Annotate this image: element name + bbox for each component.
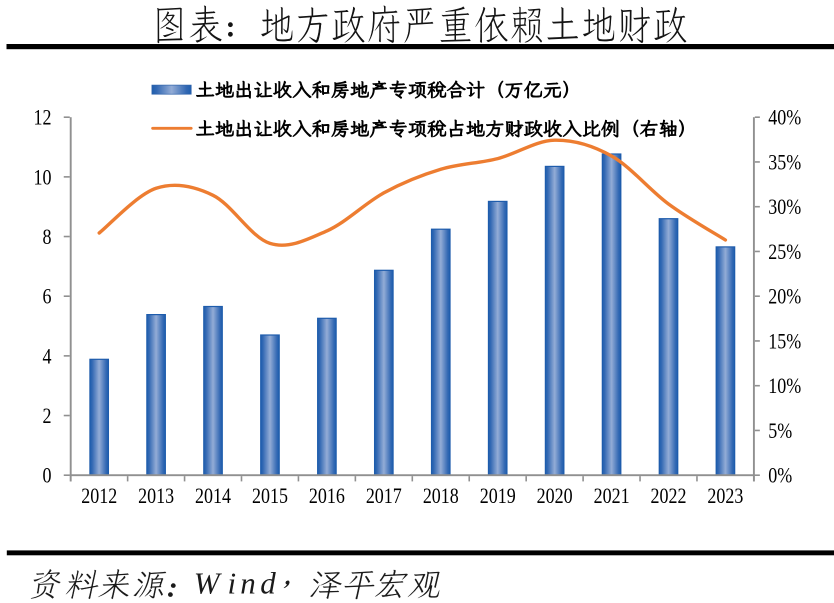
svg-text:n: n	[240, 565, 256, 600]
svg-text:10%: 10%	[768, 374, 801, 398]
svg-text:2014: 2014	[195, 484, 231, 508]
svg-text:2012: 2012	[81, 484, 117, 508]
svg-text:25%: 25%	[768, 240, 801, 264]
svg-text:30%: 30%	[768, 195, 801, 219]
svg-text:2016: 2016	[309, 484, 345, 508]
svg-text:2013: 2013	[138, 484, 174, 508]
svg-text:15%: 15%	[768, 330, 801, 354]
svg-text:4: 4	[42, 345, 51, 369]
svg-text:2020: 2020	[537, 484, 573, 508]
svg-text:6: 6	[42, 285, 51, 309]
svg-text:2015: 2015	[252, 484, 288, 508]
svg-text:i: i	[228, 565, 237, 600]
svg-text:20%: 20%	[768, 285, 801, 309]
svg-text:12: 12	[34, 106, 52, 130]
svg-text:2019: 2019	[480, 484, 516, 508]
svg-text:d: d	[260, 565, 276, 600]
svg-text:0%: 0%	[768, 464, 792, 488]
svg-text:W: W	[194, 565, 223, 600]
svg-text:0: 0	[42, 464, 51, 488]
svg-text:8: 8	[42, 225, 51, 249]
svg-text:35%: 35%	[768, 151, 801, 175]
svg-text:2: 2	[42, 404, 51, 428]
svg-text:40%: 40%	[768, 106, 801, 130]
svg-text:2018: 2018	[423, 484, 459, 508]
svg-text:2021: 2021	[594, 484, 630, 508]
svg-text:5%: 5%	[768, 419, 792, 443]
svg-text:2022: 2022	[651, 484, 687, 508]
svg-text:10: 10	[34, 166, 52, 190]
svg-text:2023: 2023	[707, 484, 743, 508]
svg-text:2017: 2017	[366, 484, 402, 508]
